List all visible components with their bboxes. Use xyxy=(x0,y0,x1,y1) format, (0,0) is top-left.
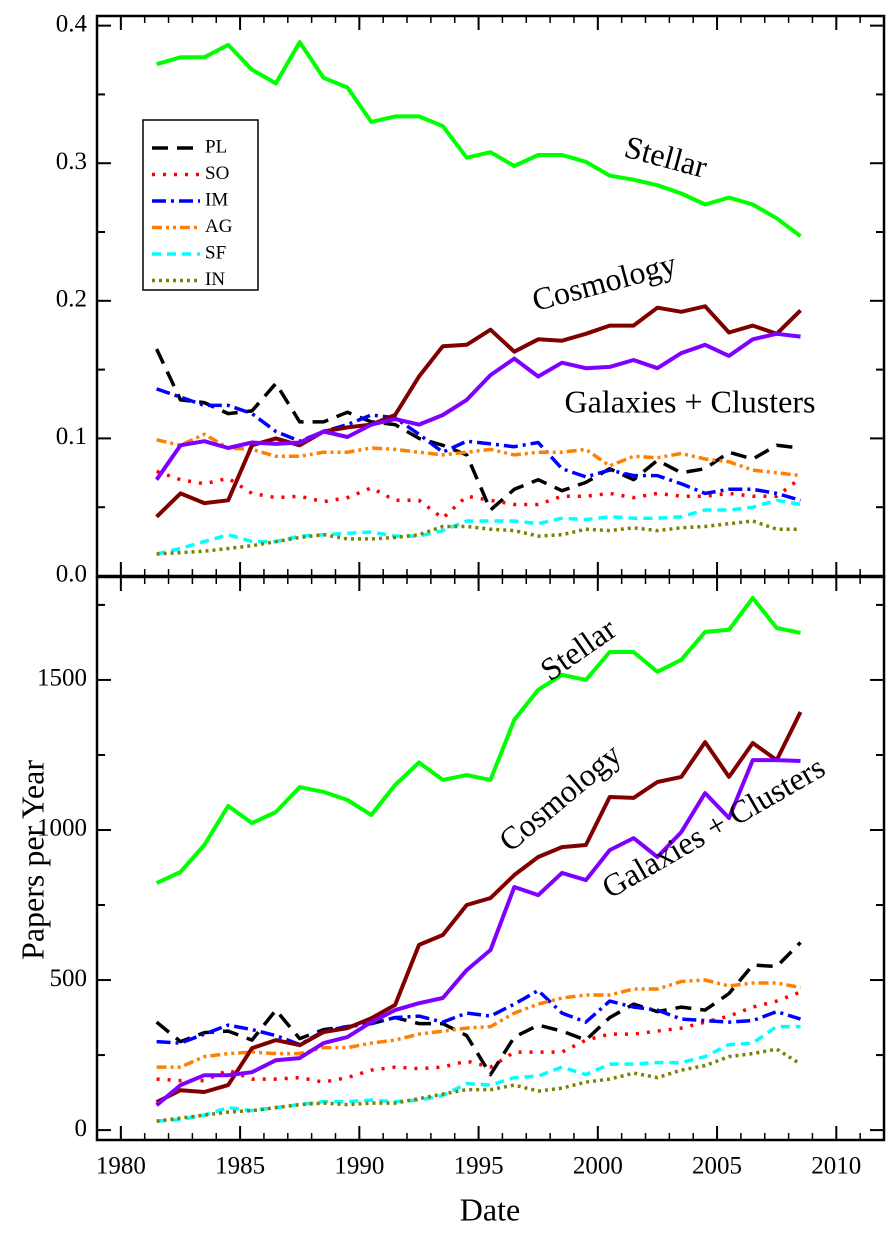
annotation: Galaxies + Clusters xyxy=(565,383,816,419)
plot-frame xyxy=(95,575,886,1142)
y-axis-title: Papers per Year xyxy=(14,760,50,960)
y-tick-label: 1000 xyxy=(37,815,87,842)
series-line xyxy=(156,990,802,1084)
series-line xyxy=(154,331,801,481)
legend-label: AG xyxy=(205,216,233,237)
series-line xyxy=(156,1047,802,1123)
series-line xyxy=(155,758,801,1107)
y-tick-label: 0 xyxy=(75,1115,88,1142)
annotation: Cosmology xyxy=(492,736,628,858)
series-line xyxy=(156,988,802,1047)
x-tick-label: 1980 xyxy=(96,1153,146,1180)
y-tick-label: 1500 xyxy=(37,665,87,692)
annotation: Stellar xyxy=(533,610,622,688)
legend-box xyxy=(142,119,259,291)
series-line xyxy=(156,519,801,556)
series-line xyxy=(155,711,803,1104)
y-tick-label: 0.2 xyxy=(56,286,87,313)
y-tick-label: 0.4 xyxy=(56,10,88,37)
legend-label: SO xyxy=(205,163,229,184)
x-tick-label: 2000 xyxy=(573,1153,623,1180)
x-tick-label: 2005 xyxy=(692,1153,742,1180)
series-line xyxy=(156,432,801,478)
x-tick-label: 2010 xyxy=(811,1153,861,1180)
legend-label: SF xyxy=(205,242,226,263)
y-tick-label: 500 xyxy=(50,965,88,992)
series-line xyxy=(156,387,801,502)
x-axis-title: Date xyxy=(460,1191,520,1227)
series-line xyxy=(156,40,802,238)
legend: PL SO IM AG SF IN xyxy=(142,119,259,291)
y-tick-label: 0.3 xyxy=(56,148,87,175)
x-tick-label: 1990 xyxy=(334,1153,384,1180)
y-tick-label: 0.1 xyxy=(56,423,87,450)
legend-label: IN xyxy=(205,269,225,290)
y-tick-label: 0.0 xyxy=(56,561,87,588)
annotation: Stellar xyxy=(621,128,711,184)
annotation: Galaxies + Clusters xyxy=(596,749,831,906)
series-line xyxy=(156,498,801,556)
series-line xyxy=(155,596,801,885)
x-tick-label: 1985 xyxy=(215,1153,265,1180)
series-line xyxy=(156,1024,801,1123)
legend-label: IM xyxy=(205,189,228,210)
legend-label: PL xyxy=(205,136,227,157)
series-line xyxy=(155,941,802,1077)
series-line xyxy=(155,348,801,512)
x-tick-label: 1995 xyxy=(454,1153,504,1180)
